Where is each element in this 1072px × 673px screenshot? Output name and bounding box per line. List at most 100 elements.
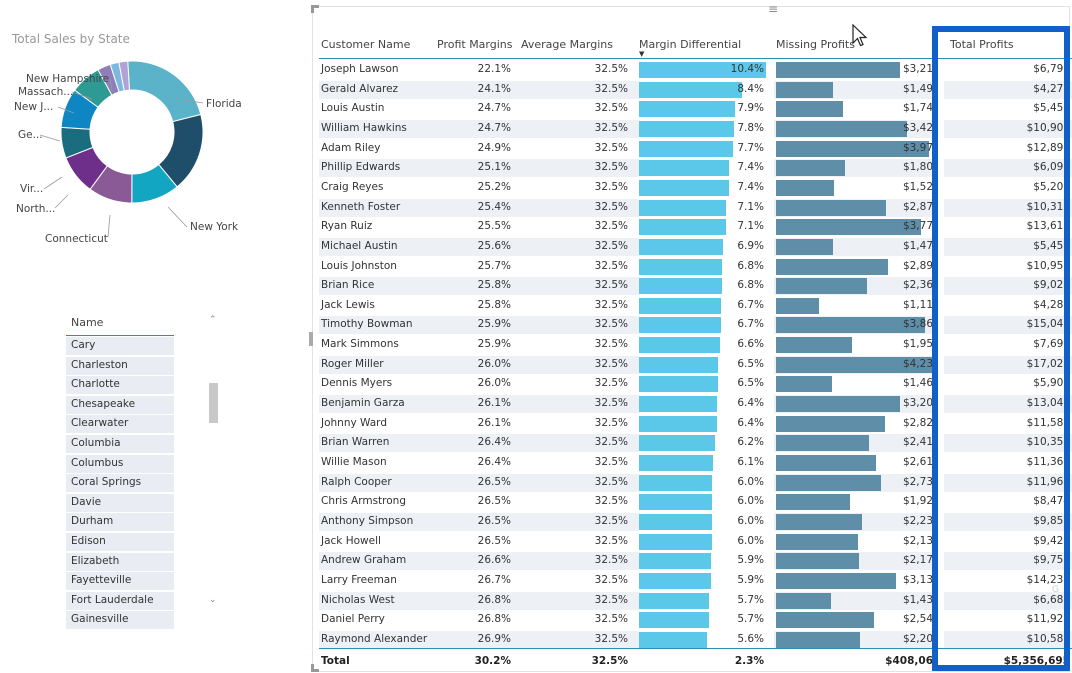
- table-row[interactable]: Johnny Ward 26.1% 32.5% 6.4% $2,82 $11,586: [319, 415, 1072, 433]
- slicer-scrollbar[interactable]: ⌃ ⌄: [208, 315, 220, 611]
- header-missing-profits[interactable]: Missing Profits: [776, 38, 855, 51]
- donut-slice[interactable]: [127, 60, 202, 123]
- donut-leader-line: [54, 194, 69, 209]
- donut-slice[interactable]: [118, 60, 131, 92]
- slicer-item[interactable]: Davie: [66, 493, 174, 512]
- table-row[interactable]: Roger Miller 26.0% 32.5% 6.5% $4,23 $17,028: [319, 355, 1072, 374]
- slicer-item[interactable]: Charleston: [66, 356, 174, 375]
- header-customer-name[interactable]: Customer Name: [321, 38, 411, 51]
- table-row[interactable]: Ryan Ruiz 25.5% 32.5% 7.1% $3,77 $13,618: [319, 218, 1072, 236]
- table-row[interactable]: Adam Riley 24.9% 32.5% 7.7% $3,97 $12,897: [319, 140, 1072, 158]
- row-background: [944, 512, 1072, 531]
- slicer-item[interactable]: Chesapeake: [66, 395, 174, 414]
- slicer-item[interactable]: Columbus: [66, 454, 174, 473]
- cell-average-margins: 32.5%: [594, 318, 628, 331]
- slicer-item[interactable]: Fort Lauderdale: [66, 591, 174, 610]
- cell-missing-profits: $2,89: [902, 259, 933, 272]
- table-row[interactable]: Craig Reyes 25.2% 32.5% 7.4% $1,52 $5,208: [319, 179, 1072, 197]
- missing-profits-cell: $1,95: [776, 336, 933, 354]
- cell-profit-margins: 26.9%: [477, 632, 511, 645]
- table-row[interactable]: Jack Howell 26.5% 32.5% 6.0% $2,13 $9,421: [319, 533, 1072, 551]
- slicer-item[interactable]: Coral Springs: [66, 474, 174, 493]
- table-row[interactable]: Nicholas West 26.8% 32.5% 5.7% $1,43 $6,685: [319, 591, 1072, 610]
- missing-profits-cell: $2,36: [776, 277, 933, 295]
- missing-profits-bar: [776, 179, 835, 196]
- table-row[interactable]: Gerald Alvarez 24.1% 32.5% 8.4% $1,49 $4,275: [319, 80, 1072, 99]
- cell-missing-profits: $1,49: [902, 82, 933, 95]
- resize-handle-bottom-left[interactable]: [311, 664, 319, 672]
- mouse-cursor-icon: [852, 24, 868, 47]
- cell-missing-profits: $2,54: [902, 613, 933, 626]
- missing-profits-cell: $3,42: [776, 120, 933, 138]
- table-row[interactable]: Chris Armstrong 26.5% 32.5% 6.0% $1,92 $8,474: [319, 493, 1072, 511]
- name-slicer: Name Cary Charleston Charlotte Chesapeake Cl…: [66, 310, 226, 630]
- table-row[interactable]: Brian Rice 25.8% 32.5% 6.8% $2,36 $9,025: [319, 277, 1072, 296]
- cell-total-profits: $9,755: [1033, 554, 1070, 567]
- missing-profits-cell: $1,74: [776, 100, 933, 118]
- cell-missing-profits: $3,20: [902, 397, 933, 410]
- table-row[interactable]: William Hawkins 24.7% 32.5% 7.8% $3,42 $10,90…: [319, 119, 1072, 138]
- table-row[interactable]: Timothy Bowman 25.9% 32.5% 6.7% $3,86 $15,049: [319, 316, 1072, 335]
- resize-handle-left[interactable]: [309, 332, 313, 346]
- table-row[interactable]: Willie Mason 26.4% 32.5% 6.1% $2,61 $11,365: [319, 454, 1072, 472]
- row-background: [944, 159, 1072, 178]
- table-row[interactable]: Phillip Edwards 25.1% 32.5% 7.4% $1,80 $6,092: [319, 159, 1072, 178]
- slicer-item[interactable]: Fayetteville: [66, 572, 174, 591]
- table-row[interactable]: Anthony Simpson 26.5% 32.5% 6.0% $2,23 $9,858: [319, 512, 1072, 531]
- missing-profits-cell: $2,41: [776, 434, 933, 452]
- drag-handle-icon[interactable]: ≡: [767, 2, 779, 16]
- table-row[interactable]: Louis Johnston 25.7% 32.5% 6.8% $2,89 $10,951: [319, 258, 1072, 276]
- resize-handle-top-left[interactable]: [311, 5, 319, 13]
- table-row[interactable]: Raymond Alexander 26.9% 32.5% 5.6% $2,20 $10,…: [319, 630, 1072, 649]
- slicer-item[interactable]: Charlotte: [66, 376, 174, 395]
- table-row[interactable]: Kenneth Foster 25.4% 32.5% 7.1% $2,87 $10,311: [319, 198, 1072, 217]
- chevron-down-icon[interactable]: ⌄: [209, 595, 217, 605]
- cell-average-margins: 32.5%: [594, 573, 628, 586]
- donut-leader-line: [57, 106, 75, 114]
- table-row[interactable]: Benjamin Garza 26.1% 32.5% 6.4% $3,20 $13,049: [319, 395, 1072, 414]
- slicer-item[interactable]: Edison: [66, 532, 174, 551]
- sort-descending-icon[interactable]: ▼: [639, 50, 645, 58]
- cell-total-profits: $5,459: [1033, 239, 1070, 252]
- profit-table-visual[interactable]: ≡ Customer Name Profit Margins Average M…: [309, 2, 1072, 673]
- table-row[interactable]: Ralph Cooper 26.5% 32.5% 6.0% $2,73 $11,965: [319, 473, 1072, 492]
- slicer-item[interactable]: Clearwater: [66, 415, 174, 434]
- header-total-profits[interactable]: Total Profits: [950, 38, 1014, 51]
- cell-total-profits: $6,092: [1033, 161, 1070, 174]
- header-profit-margins[interactable]: Profit Margins: [437, 38, 513, 51]
- table-row[interactable]: Louis Austin 24.7% 32.5% 7.9% $1,74 $5,453: [319, 100, 1072, 118]
- row-background: [944, 434, 1072, 453]
- cell-customer-name: Jack Howell: [321, 534, 381, 547]
- cell-total-profits: $9,858: [1033, 514, 1070, 527]
- donut-slice-label: New York: [190, 221, 239, 233]
- table-row[interactable]: Mark Simmons 25.9% 32.5% 6.6% $1,95 $7,696: [319, 336, 1072, 354]
- slicer-item[interactable]: Durham: [66, 513, 174, 532]
- row-background: [319, 198, 639, 217]
- table-row[interactable]: Brian Warren 26.4% 32.5% 6.2% $2,41 $10,350: [319, 434, 1072, 453]
- cell-margin-differential: 6.7%: [737, 318, 764, 331]
- donut-chart[interactable]: Florida New York Connecticut North... Vir...…: [0, 55, 300, 265]
- table-row[interactable]: Andrew Graham 26.6% 32.5% 5.9% $2,17 $9,755: [319, 552, 1072, 571]
- margin-differential-bar: [639, 337, 720, 354]
- header-average-margins[interactable]: Average Margins: [521, 38, 613, 51]
- table-row[interactable]: Dennis Myers 26.0% 32.5% 6.5% $1,46 $5,905: [319, 375, 1072, 393]
- scroll-thumb[interactable]: [209, 383, 218, 423]
- margin-differential-bar: [639, 258, 723, 275]
- cell-profit-margins: 25.6%: [477, 239, 511, 252]
- header-margin-differential[interactable]: Margin Differential: [639, 38, 742, 51]
- cell-margin-differential: 7.9%: [737, 102, 764, 115]
- table-row[interactable]: Larry Freeman 26.7% 32.5% 5.9% $3,13 $14,236: [319, 572, 1072, 590]
- table-row[interactable]: Daniel Perry 26.8% 32.5% 5.7% $2,54 $11,926: [319, 611, 1072, 629]
- table-row[interactable]: Joseph Lawson 22.1% 32.5% 10.4% $3,21 $6,799: [319, 61, 1072, 79]
- cell-customer-name: Daniel Perry: [321, 613, 385, 626]
- table-row[interactable]: Michael Austin 25.6% 32.5% 6.9% $1,47 $5,459: [319, 237, 1072, 256]
- chevron-up-icon[interactable]: ⌃: [209, 315, 217, 325]
- slicer-item[interactable]: Cary: [66, 337, 174, 355]
- table-row[interactable]: Jack Lewis 25.8% 32.5% 6.7% $1,11 $4,286: [319, 297, 1072, 315]
- cell-customer-name: Gerald Alvarez: [321, 82, 399, 95]
- slicer-item[interactable]: Gainesville: [66, 611, 174, 630]
- slicer-item[interactable]: Elizabeth: [66, 552, 174, 571]
- slicer-item[interactable]: Columbia: [66, 434, 174, 453]
- cell-customer-name: Joseph Lawson: [321, 63, 399, 75]
- cell-average-margins: 32.5%: [594, 63, 628, 75]
